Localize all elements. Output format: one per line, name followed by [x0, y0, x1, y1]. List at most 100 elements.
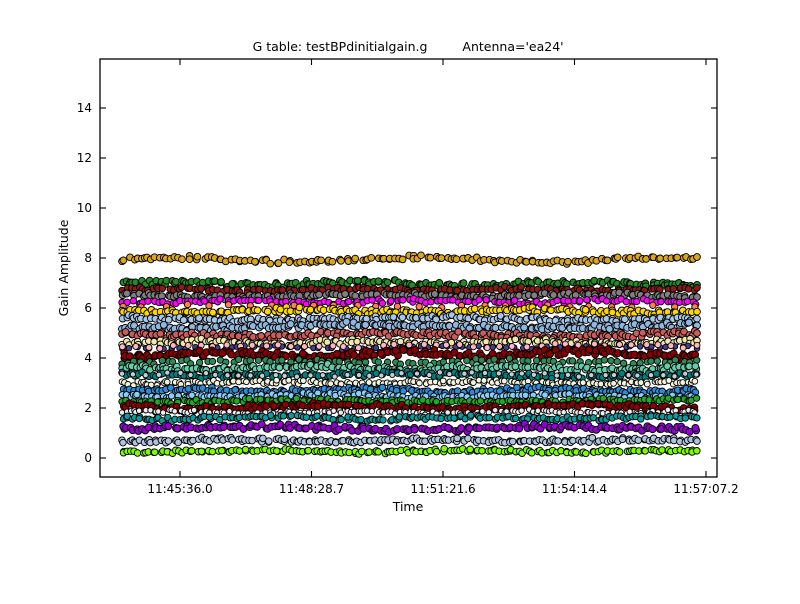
data-point: [135, 407, 143, 414]
data-point: [330, 407, 337, 414]
data-point: [551, 340, 559, 348]
data-point: [532, 356, 541, 365]
data-point: [299, 377, 307, 385]
data-point: [664, 406, 672, 414]
scatter-points-layer: [118, 251, 701, 458]
data-point: [372, 344, 380, 352]
data-point: [444, 424, 453, 432]
data-point: [607, 357, 615, 365]
data-point: [485, 414, 493, 422]
data-point: [235, 372, 242, 379]
data-point: [534, 407, 542, 414]
data-point: [235, 447, 244, 455]
data-point: [492, 407, 499, 414]
data-point: [505, 354, 514, 362]
data-point: [442, 341, 450, 349]
data-point: [208, 447, 217, 456]
x-tick-label: 11:51:21.6: [410, 482, 475, 496]
data-point: [119, 256, 128, 265]
data-point: [653, 357, 662, 365]
data-point: [226, 408, 233, 415]
data-point: [636, 343, 644, 350]
data-point: [693, 329, 701, 337]
data-point: [569, 436, 577, 445]
data-point: [337, 256, 345, 265]
data-point: [183, 300, 192, 309]
data-point: [118, 409, 126, 416]
data-point: [339, 343, 347, 351]
data-point: [520, 323, 529, 332]
data-point: [223, 341, 231, 349]
data-point: [633, 297, 641, 306]
y-tick-label: 14: [77, 101, 92, 115]
data-point: [351, 254, 360, 263]
data-point: [123, 289, 131, 298]
data-point: [178, 255, 186, 264]
data-point: [528, 449, 536, 457]
data-point: [193, 252, 202, 261]
data-point: [118, 343, 126, 351]
data-point: [133, 449, 142, 457]
data-point: [173, 424, 182, 433]
data-point: [327, 380, 335, 388]
data-point: [378, 383, 387, 392]
data-point: [426, 371, 433, 379]
data-point: [378, 372, 385, 379]
data-point: [231, 386, 239, 394]
data-point: [295, 355, 303, 363]
data-point: [391, 346, 400, 355]
data-point: [610, 380, 617, 387]
data-point: [489, 343, 496, 351]
data-point: [512, 414, 520, 423]
data-point: [410, 425, 419, 434]
data-point: [452, 255, 461, 264]
data-point: [682, 370, 689, 377]
data-point: [399, 296, 407, 304]
data-point: [603, 256, 612, 265]
data-point: [600, 356, 609, 364]
data-point: [266, 259, 275, 268]
data-point: [541, 391, 549, 399]
x-tick-label: 11:54:14.4: [542, 482, 607, 496]
data-point: [495, 370, 502, 377]
data-point: [304, 446, 313, 455]
data-point: [278, 356, 286, 364]
data-point: [482, 296, 490, 304]
data-point: [281, 372, 288, 379]
data-point: [597, 380, 605, 388]
data-point: [608, 308, 617, 317]
data-point: [255, 296, 263, 305]
data-point: [579, 379, 587, 387]
data-point: [287, 343, 295, 350]
y-tick-label: 8: [84, 251, 92, 265]
data-point: [294, 344, 301, 351]
data-point: [620, 315, 629, 324]
data-point: [671, 373, 678, 380]
data-point: [691, 423, 700, 432]
data-point: [666, 413, 674, 421]
data-point: [583, 296, 591, 304]
data-point: [398, 370, 405, 377]
data-point: [357, 415, 365, 424]
data-point: [228, 436, 236, 444]
data-point: [564, 371, 571, 378]
y-tick-label: 12: [77, 151, 92, 165]
data-point: [627, 341, 635, 349]
x-axis-title: Time: [392, 499, 424, 514]
data-point: [212, 371, 219, 378]
data-point: [315, 290, 323, 299]
data-point: [279, 412, 288, 420]
data-point: [121, 328, 130, 336]
data-point: [286, 320, 295, 329]
data-point: [453, 434, 461, 443]
data-point: [427, 298, 435, 306]
data-point: [172, 277, 180, 286]
data-point: [317, 256, 325, 265]
data-point: [368, 408, 376, 415]
data-point: [436, 369, 443, 376]
data-point: [328, 257, 337, 266]
data-point: [150, 448, 159, 456]
data-point: [430, 290, 439, 298]
data-point: [432, 447, 441, 456]
